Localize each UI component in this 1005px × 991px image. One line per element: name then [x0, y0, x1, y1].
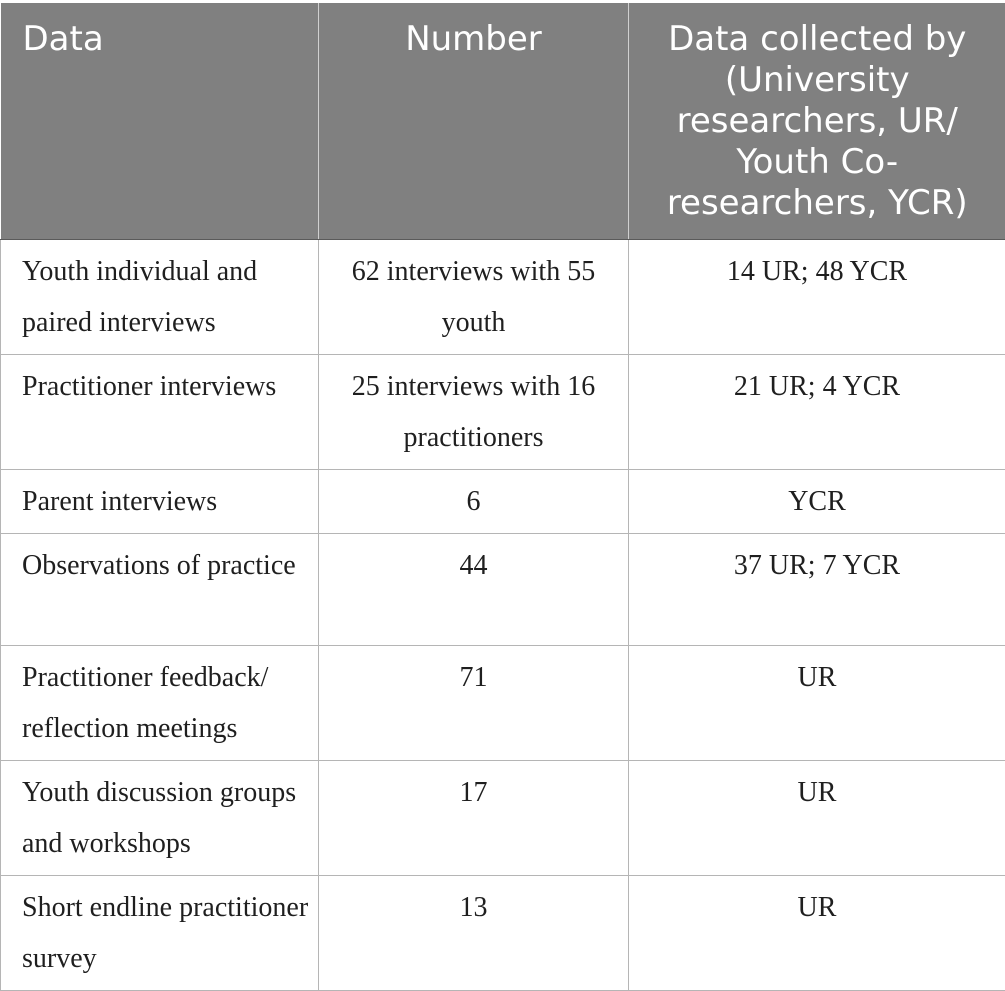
cell-data: Youth discussion groups and workshops — [1, 760, 319, 875]
cell-data: Practitioner interviews — [1, 354, 319, 469]
cell-collected-by: 14 UR; 48 YCR — [629, 239, 1005, 354]
cell-number: 71 — [319, 645, 629, 760]
table-row: Observations of practice 44 37 UR; 7 YCR — [1, 533, 1005, 645]
cell-number: 44 — [319, 533, 629, 645]
cell-data: Practitioner feedback/ reflection meetin… — [1, 645, 319, 760]
table-row: Youth individual and paired interviews 6… — [1, 239, 1005, 354]
cell-number: 13 — [319, 875, 629, 990]
header-number: Number — [319, 3, 629, 239]
data-collection-table: Data Number Data collected by (Universit… — [0, 3, 1005, 991]
table-row: Practitioner interviews 25 interviews wi… — [1, 354, 1005, 469]
cell-collected-by: UR — [629, 760, 1005, 875]
cell-data: Short endline practitioner survey — [1, 875, 319, 990]
cell-data: Observations of practice — [1, 533, 319, 645]
cell-number: 6 — [319, 469, 629, 533]
cell-data: Youth individual and paired interviews — [1, 239, 319, 354]
cell-collected-by: 21 UR; 4 YCR — [629, 354, 1005, 469]
header-data: Data — [1, 3, 319, 239]
table-row: Youth discussion groups and workshops 17… — [1, 760, 1005, 875]
table-row: Parent interviews 6 YCR — [1, 469, 1005, 533]
cell-collected-by: UR — [629, 875, 1005, 990]
table-row: Practitioner feedback/ reflection meetin… — [1, 645, 1005, 760]
cell-number: 62 interviews with 55 youth — [319, 239, 629, 354]
cell-collected-by: YCR — [629, 469, 1005, 533]
cell-collected-by: 37 UR; 7 YCR — [629, 533, 1005, 645]
table-row: Short endline practitioner survey 13 UR — [1, 875, 1005, 990]
cell-number: 17 — [319, 760, 629, 875]
cell-number: 25 interviews with 16 practitioners — [319, 354, 629, 469]
header-row: Data Number Data collected by (Universit… — [1, 3, 1005, 239]
cell-collected-by: UR — [629, 645, 1005, 760]
cell-data: Parent interviews — [1, 469, 319, 533]
header-collected-by: Data collected by (University researcher… — [629, 3, 1005, 239]
